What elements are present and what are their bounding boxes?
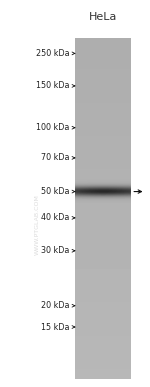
Text: 30 kDa: 30 kDa bbox=[41, 246, 70, 255]
Text: 150 kDa: 150 kDa bbox=[36, 81, 70, 91]
Text: WWW.PTGLAB.COM: WWW.PTGLAB.COM bbox=[35, 194, 40, 255]
Text: 70 kDa: 70 kDa bbox=[41, 153, 70, 163]
Text: 20 kDa: 20 kDa bbox=[41, 301, 70, 310]
Text: 40 kDa: 40 kDa bbox=[41, 213, 70, 223]
Text: HeLa: HeLa bbox=[88, 12, 117, 22]
Text: 100 kDa: 100 kDa bbox=[36, 123, 70, 132]
Text: 50 kDa: 50 kDa bbox=[41, 187, 70, 196]
Text: 250 kDa: 250 kDa bbox=[36, 49, 70, 58]
Text: 15 kDa: 15 kDa bbox=[41, 322, 70, 332]
